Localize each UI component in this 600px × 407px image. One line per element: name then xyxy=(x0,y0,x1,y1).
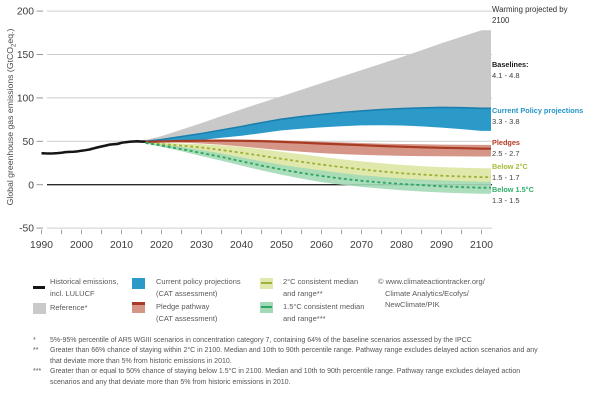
x-tick-label: 2100 xyxy=(470,240,493,251)
footnote-2-mark: ** xyxy=(33,347,39,355)
x-tick-label: 2020 xyxy=(150,240,173,251)
legend-historical: Historical emissions, incl. LULUCF xyxy=(50,276,118,299)
one-five-c-swatch xyxy=(260,302,273,313)
band-reference xyxy=(89,30,491,151)
x-tick-label: 2050 xyxy=(270,240,293,251)
copyright-line3: NewClimate/PIK xyxy=(385,300,440,309)
legend-one-five-c-line2: and range*** xyxy=(283,313,326,323)
legend-one-five-c-line1: 1.5°C consistent median xyxy=(283,302,365,311)
line-two-c-median xyxy=(145,142,491,178)
legend-pledge: Pledge pathway (CAT assessment) xyxy=(156,301,217,324)
legend-one-five-c: 1.5°C consistent median and range*** xyxy=(283,301,364,324)
historical-line-swatch xyxy=(33,286,45,289)
pledge-swatch xyxy=(132,302,145,313)
band-one-five-c-range xyxy=(145,142,491,194)
line-pledge-median xyxy=(145,139,491,150)
y-axis-title-sub: 2 xyxy=(11,43,18,47)
current-policy-value: 3.3 - 3.8 xyxy=(492,116,520,126)
pledges-label: Pledges xyxy=(492,138,520,147)
copyright-attribution: © www.climateactiontracker.org/ Climate … xyxy=(378,276,485,311)
legend-pledge-line2: (CAT assessment) xyxy=(156,313,218,323)
legend-reference-line1: Reference* xyxy=(50,303,88,312)
emissions-chart: -50 0 50 100 150 200 1990 2000 2010 2020 2030 2040 2… xyxy=(4,7,493,251)
current-policy-label: Current Policy projections xyxy=(492,106,584,115)
footnote-1: * 5%-95% percentile of AR5 WGIII scenari… xyxy=(33,336,538,346)
two-c-swatch-dash xyxy=(261,282,272,284)
baselines-value: 4.1 - 4.8 xyxy=(492,70,520,80)
x-tick-label: 2000 xyxy=(70,240,93,251)
x-tick-label: 2080 xyxy=(390,240,413,251)
x-tick-label: 2090 xyxy=(430,240,453,251)
below-1-5c-value: 1.3 - 1.5 xyxy=(492,195,520,205)
annotation-below-1-5c: Below 1.5°C 1.3 - 1.5 xyxy=(492,185,598,206)
y-tick-label: 150 xyxy=(17,50,34,61)
footnote-2: ** Greater than 66% chance of staying wi… xyxy=(33,346,538,367)
pledges-value: 2.5 - 2.7 xyxy=(492,148,520,158)
below-2c-value: 1.5 - 1.7 xyxy=(492,172,520,182)
baselines-label: Baselines: xyxy=(492,60,529,69)
below-1-5c-label: Below 1.5°C xyxy=(492,185,534,194)
band-current-policy xyxy=(145,107,491,144)
legend-current-policy-line1: Current policy projections xyxy=(156,277,241,286)
footnote-2-text: Greater than 66% chance of staying withi… xyxy=(50,347,538,365)
current-policy-swatch xyxy=(132,278,145,289)
y-axis-title-pre: Global greenhouse gas emissions (GtCO xyxy=(5,46,15,206)
footnote-1-text: 5%-95% percentile of AR5 WGIII scenarios… xyxy=(50,337,472,344)
line-historical xyxy=(41,140,146,155)
band-pledge-range xyxy=(145,139,491,157)
legend-historical-line1: Historical emissions, xyxy=(50,277,119,286)
y-tick-label: 200 xyxy=(17,7,34,18)
copyright-line1: © www.climateactiontracker.org/ xyxy=(378,277,485,286)
footnote-1-mark: * xyxy=(33,337,36,344)
legend-reference: Reference* xyxy=(50,302,88,314)
y-tick-label: 50 xyxy=(23,137,35,148)
legend-two-c-line1: 2°C consistent median xyxy=(283,277,359,286)
footnote-3-mark: *** xyxy=(33,368,42,376)
footnote-3: *** Greater than or equal to 50% chance … xyxy=(33,367,538,388)
legend-two-c-line2: and range** xyxy=(283,288,323,298)
footnote-3-text: Greater than or equal to 50% chance of s… xyxy=(50,368,521,386)
x-tick-label: 1990 xyxy=(30,240,53,251)
x-tick-label: 2030 xyxy=(190,240,213,251)
x-tick-label: 2010 xyxy=(110,240,133,251)
annotation-below-2c: Below 2°C 1.5 - 1.7 xyxy=(492,162,598,183)
legend-current-policy: Current policy projections (CAT assessme… xyxy=(156,276,241,299)
annotation-pledges: Pledges 2.5 - 2.7 xyxy=(492,138,598,159)
line-one-five-c-median xyxy=(145,142,491,189)
legend-historical-line2: incl. LULUCF xyxy=(50,288,95,298)
y-tick-label: 0 xyxy=(28,180,34,191)
annotation-current-policy: Current Policy projections 3.3 - 3.8 xyxy=(492,106,598,127)
copyright-line2: Climate Analytics/Ecofys/ xyxy=(385,288,469,298)
x-tick-label: 2040 xyxy=(230,240,253,251)
footnotes: * 5%-95% percentile of AR5 WGIII scenari… xyxy=(33,336,538,388)
legend-current-policy-line2: (CAT assessment) xyxy=(156,288,218,298)
x-tick-label: 2070 xyxy=(350,240,373,251)
reference-swatch xyxy=(33,303,46,314)
legend-two-c: 2°C consistent median and range** xyxy=(283,276,358,299)
x-tick-label: 2060 xyxy=(310,240,333,251)
emissions-plot: -50 0 50 100 150 200 1990 2000 2010 2020 2030 2040 2… xyxy=(17,7,493,251)
one-five-c-swatch-dash xyxy=(261,306,272,308)
y-tick-label: -50 xyxy=(19,224,34,235)
annotation-baselines: Baselines: 4.1 - 4.8 xyxy=(492,60,598,81)
y-tick-label: 100 xyxy=(17,94,34,105)
legend-pledge-line1: Pledge pathway xyxy=(156,302,210,311)
y-axis-title: Global greenhouse gas emissions (GtCO2eq… xyxy=(4,7,18,227)
band-edge-current-policy xyxy=(145,106,491,143)
warming-projected-label: Warming projected by 2100 xyxy=(492,5,568,25)
two-c-swatch xyxy=(260,278,273,289)
y-axis-title-post: eq.) xyxy=(5,28,15,44)
band-two-c-range xyxy=(145,142,491,183)
below-2c-label: Below 2°C xyxy=(492,162,528,171)
